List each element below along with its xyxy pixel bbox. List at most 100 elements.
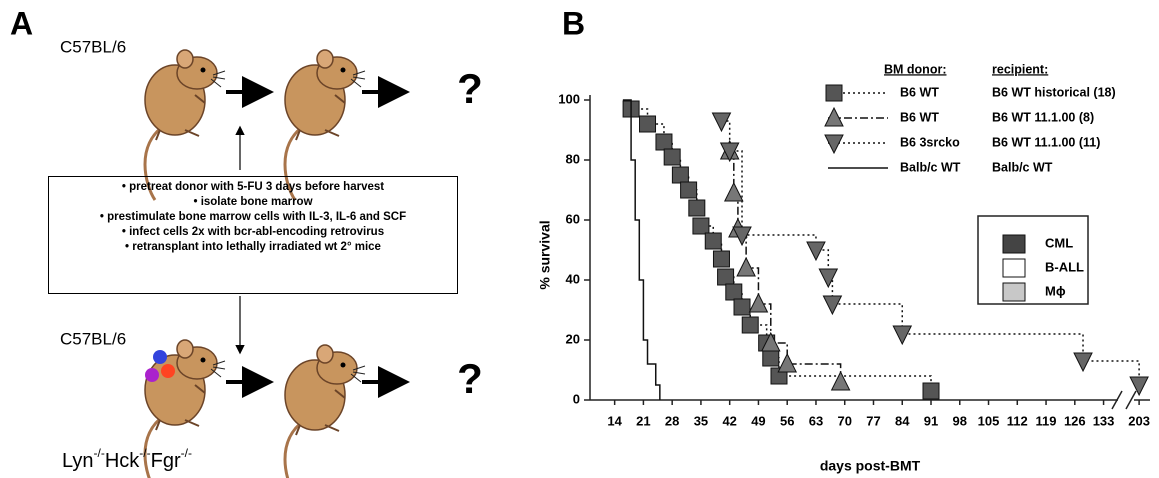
marker — [748, 292, 769, 313]
x-tick-label: 56 — [780, 413, 794, 428]
legend-label: Balb/c WT — [992, 160, 1053, 174]
y-tick-label: 80 — [566, 151, 580, 166]
marker — [777, 352, 798, 373]
genotype: Lyn-/-Hck-/-Fgr-/- — [62, 446, 192, 472]
question-mark: ? — [457, 65, 483, 112]
legend-header: recipient: — [992, 62, 1048, 76]
genotype-sup: -/- — [181, 446, 192, 460]
marker — [639, 115, 657, 133]
x-tick-label: 14 — [607, 413, 622, 428]
marker — [712, 250, 730, 268]
legend-swatch — [1002, 234, 1026, 254]
x-tick-label: 77 — [866, 413, 880, 428]
legend-swatch — [1002, 258, 1026, 278]
legend-header: BM donor: — [884, 62, 946, 76]
legend-label: B6 WT 11.1.00 (8) — [992, 110, 1094, 124]
panel-label: B — [562, 5, 585, 41]
x-tick-label: 133 — [1093, 413, 1115, 428]
legend-label: CML — [1045, 235, 1073, 250]
marker — [818, 268, 839, 289]
marker — [733, 298, 751, 316]
genotype-gene: Lyn — [62, 450, 94, 472]
axis-break — [1125, 390, 1137, 410]
y-tick-label: 60 — [566, 211, 580, 226]
genotype-sup: -/- — [94, 446, 105, 460]
marker — [760, 331, 781, 352]
marker — [830, 370, 851, 391]
x-tick-label: 91 — [924, 413, 938, 428]
y-tick-label: 100 — [558, 91, 580, 106]
marker — [655, 133, 673, 151]
genotype-gene: Hck — [105, 450, 140, 472]
protocol-step: • prestimulate bone marrow cells with IL… — [99, 211, 407, 223]
marker — [736, 256, 756, 277]
x-tick-label: 126 — [1064, 413, 1086, 428]
legend-label: Mϕ — [1045, 283, 1066, 298]
marker — [719, 142, 740, 163]
legend-donor: B6 WT — [900, 110, 939, 124]
protocol-step: • infect cells 2x with bcr-abl-encoding … — [121, 226, 385, 238]
marker — [717, 268, 735, 286]
x-tick-label: 84 — [895, 413, 910, 428]
marker — [711, 112, 732, 133]
marker — [688, 199, 706, 217]
legend-box — [977, 215, 1089, 305]
dot — [161, 364, 175, 378]
y-tick-label: 20 — [566, 331, 580, 346]
legend-label: B-ALL — [1045, 259, 1084, 274]
marker — [762, 349, 780, 367]
x-tick-label: 70 — [837, 413, 851, 428]
x-axis-label: days post-BMT — [820, 458, 921, 474]
dot — [145, 368, 159, 382]
y-tick-label: 40 — [566, 271, 580, 286]
x-tick-label: 203 — [1128, 413, 1150, 428]
legend-label: B6 WT 11.1.00 (11) — [992, 135, 1100, 149]
marker — [671, 166, 689, 184]
x-tick-label: 119 — [1036, 413, 1057, 428]
chart: B 0 20 40 60 80 100 14 21 28 35 42 49 56 63 70 77 84 91 98 1… — [537, 5, 1150, 474]
marker — [806, 241, 826, 262]
marker — [892, 325, 913, 346]
marker — [692, 217, 710, 235]
marker — [732, 226, 752, 247]
legend-donor: Balb/c WT — [900, 160, 961, 174]
x-tick-label: 21 — [636, 413, 650, 428]
x-tick-label: 28 — [665, 413, 679, 428]
y-axis-label: % survival — [537, 220, 553, 289]
marker — [741, 316, 759, 334]
question-mark: ? — [457, 355, 483, 402]
protocol-step: • pretreat donor with 5-FU 3 days before… — [121, 181, 385, 193]
legend-marker — [825, 84, 843, 102]
genotype-gene: Fgr — [151, 450, 181, 472]
marker — [663, 148, 681, 166]
x-tick-label: 42 — [722, 413, 736, 428]
survival-line — [622, 99, 661, 400]
legend-label: B6 WT historical (18) — [992, 85, 1116, 99]
x-tick-label: 35 — [694, 413, 708, 428]
strain-label: C57BL/6 — [60, 329, 126, 348]
legend-swatch — [1002, 282, 1026, 302]
x-tick-label: 98 — [953, 413, 967, 428]
x-tick-label: 49 — [751, 413, 765, 428]
marker — [1129, 376, 1149, 397]
protocol-step: • isolate bone marrow — [193, 196, 313, 208]
legend-donor: B6 WT — [900, 85, 939, 99]
y-tick-label: 0 — [573, 391, 580, 406]
x-tick-label: 63 — [809, 413, 823, 428]
dot — [153, 350, 167, 364]
marker — [725, 283, 743, 301]
x-tick-label: 112 — [1007, 413, 1028, 428]
marker — [822, 295, 843, 316]
legend-marker — [824, 106, 844, 127]
protocol-step: • retransplant into lethally irradiated … — [125, 241, 381, 253]
x-tick-label: 105 — [978, 413, 1000, 428]
strain-label: C57BL/6 — [60, 37, 126, 56]
panel-label: A — [10, 5, 33, 41]
marker — [1073, 352, 1093, 373]
genotype-sup: -/- — [139, 446, 150, 460]
axis-break — [1111, 390, 1123, 410]
legend-donor: B6 3srcko — [900, 135, 960, 149]
marker — [922, 382, 940, 400]
marker — [680, 181, 698, 199]
